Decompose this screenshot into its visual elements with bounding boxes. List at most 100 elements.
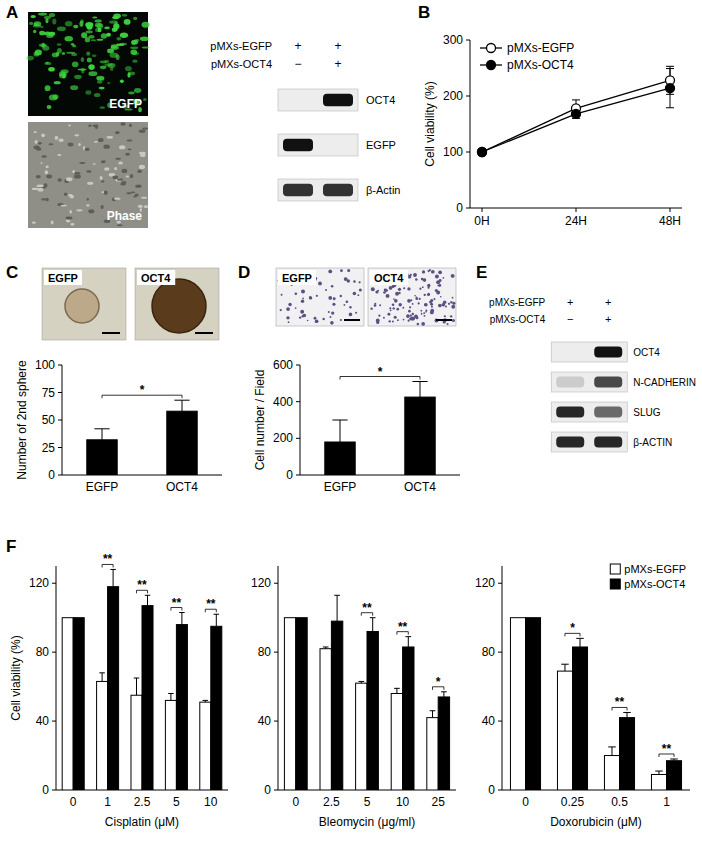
cell (451, 274, 455, 278)
cell (109, 20, 117, 24)
cell (436, 290, 440, 294)
tick-label: 25 (42, 441, 56, 455)
error-bar (174, 400, 189, 411)
cell (73, 25, 78, 29)
cell (377, 290, 379, 292)
cell (54, 81, 61, 84)
band (594, 406, 622, 417)
cell (349, 313, 353, 317)
cell (62, 73, 65, 79)
scale-bar (344, 319, 360, 321)
cell (66, 177, 73, 181)
cell (301, 299, 304, 302)
bar (165, 700, 176, 790)
tick (274, 652, 278, 653)
tick (52, 652, 56, 653)
cell (450, 301, 452, 303)
cell (427, 293, 430, 296)
cell (45, 198, 49, 202)
cell (340, 319, 342, 321)
cell (425, 309, 427, 311)
tick-label: 0H (474, 214, 489, 228)
cell (359, 289, 362, 292)
tick-label: 75 (42, 386, 56, 400)
legend-swatch (610, 579, 620, 589)
cell (410, 299, 412, 301)
cell (46, 175, 52, 179)
cell (26, 56, 34, 61)
cell (421, 322, 425, 326)
cell (430, 311, 434, 315)
figure: ABCDEFEGFPPhasepMXs-EGFP++pMXs-OCT4−+OCT… (0, 0, 702, 856)
blot-label: β-ACTIN (633, 437, 672, 448)
cell (121, 181, 126, 184)
cell (40, 162, 42, 164)
bar (296, 618, 307, 790)
cell (299, 316, 301, 318)
cell (111, 45, 119, 50)
cell (97, 39, 104, 41)
cell (349, 306, 351, 308)
band (556, 376, 584, 387)
error-bar (334, 595, 340, 621)
micrograph (42, 268, 126, 340)
cell (383, 291, 386, 294)
tick-label: EGFP (324, 480, 357, 494)
bar (557, 671, 572, 790)
cell (281, 294, 283, 296)
cell (29, 22, 33, 25)
error-bar (394, 688, 400, 693)
cell (107, 82, 110, 84)
cell (95, 19, 102, 22)
cell (85, 90, 91, 94)
cell (99, 87, 105, 90)
cell (116, 37, 121, 40)
cell (92, 125, 98, 127)
cell (98, 28, 102, 33)
micrograph (28, 122, 148, 228)
point (572, 109, 581, 118)
cell (44, 62, 51, 65)
cell (394, 299, 398, 303)
cell (104, 191, 108, 195)
tick (274, 790, 278, 791)
cell (139, 130, 146, 133)
cell (85, 22, 93, 28)
cell (143, 98, 147, 101)
cell (144, 205, 149, 208)
cell (78, 143, 81, 146)
cell (422, 286, 424, 288)
cell (130, 174, 133, 178)
cell (448, 303, 450, 305)
bar (320, 649, 331, 790)
cell (37, 184, 44, 187)
blot-label: OCT4 (633, 347, 660, 358)
bar (391, 694, 402, 790)
tick-label: 80 (36, 645, 50, 659)
cell (431, 306, 433, 308)
cell (130, 46, 138, 49)
cell (137, 170, 142, 173)
tick (58, 420, 62, 421)
cell (128, 148, 132, 150)
cell (398, 303, 401, 306)
tick-label: 10 (204, 795, 218, 809)
blot-strip (278, 179, 358, 201)
cell (389, 307, 391, 309)
bar (651, 774, 666, 790)
lane-sign: + (605, 313, 611, 325)
cell (38, 188, 44, 192)
cell (48, 67, 55, 72)
cell (57, 27, 66, 32)
error-bar (572, 109, 580, 118)
micrograph (276, 268, 364, 326)
cell (104, 167, 109, 171)
cell (124, 19, 131, 25)
label-patch (44, 270, 82, 285)
cell (38, 142, 42, 145)
cell (45, 85, 51, 91)
cell (65, 21, 73, 27)
bar (510, 618, 525, 790)
cell (84, 148, 89, 151)
scale-bar (195, 332, 213, 334)
